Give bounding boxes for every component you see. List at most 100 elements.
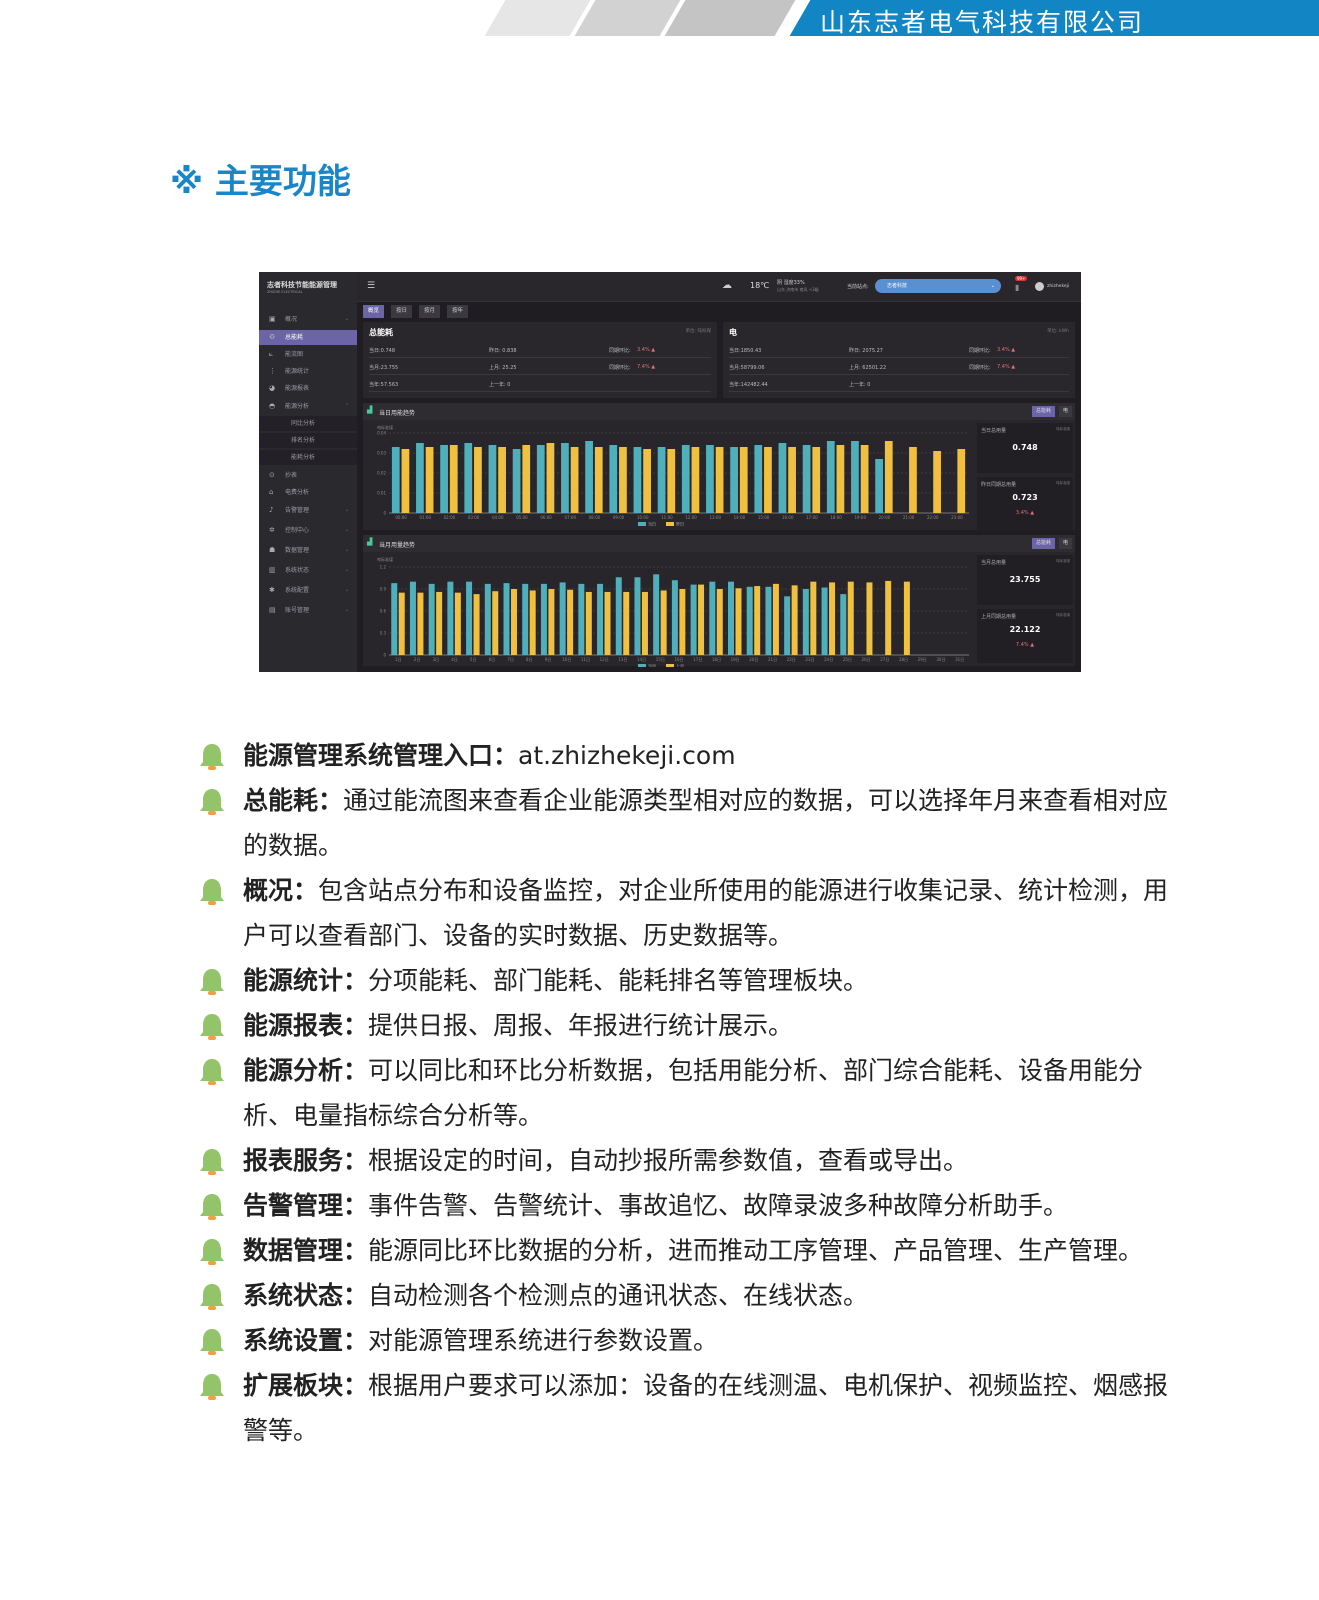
stat-label: 当月总用量 bbox=[981, 560, 1007, 566]
sidebar-item-label: 同比分析 bbox=[291, 420, 316, 427]
chevron-icon: ⌄ bbox=[344, 316, 349, 322]
feature-term: 能源报表： bbox=[243, 1011, 369, 1040]
electricity-button[interactable]: 电 bbox=[1058, 406, 1072, 417]
menu-toggle-icon[interactable]: ☰ bbox=[367, 281, 376, 291]
bar-上月 bbox=[454, 592, 461, 655]
x-tick-label: 8日 bbox=[526, 657, 533, 662]
bar-当月 bbox=[746, 586, 753, 655]
tab-1[interactable]: 按日 bbox=[391, 305, 413, 318]
sidebar-item[interactable]: ▣ 概况 ⌄ bbox=[259, 312, 357, 327]
bar-当月 bbox=[728, 581, 735, 655]
sidebar-item-label: 系统配置 bbox=[285, 587, 310, 594]
tab-0[interactable]: 概览 bbox=[363, 305, 385, 318]
chart-panel: ▟ 当日用能趋势 总能耗电当日总用量 吨标准煤 0.748 昨日同期总用量 吨标准煤 0.72… bbox=[363, 403, 1075, 531]
bell-icon bbox=[200, 1329, 224, 1355]
feature-term: 能源管理系统管理入口： bbox=[243, 741, 519, 770]
notification-badge: 99+ bbox=[1015, 276, 1028, 281]
card-value: 当日:1850.43 bbox=[729, 348, 762, 354]
bar-当月 bbox=[409, 581, 416, 655]
x-tick-label: 21日 bbox=[768, 657, 777, 662]
sidebar-item[interactable]: ♪ 告警管理 ⌄ bbox=[259, 503, 357, 518]
total-energy-button[interactable]: 总能耗 bbox=[1031, 538, 1055, 549]
sidebar-item[interactable]: ▤ 账号管理 ⌄ bbox=[259, 603, 357, 618]
bell-icon bbox=[200, 969, 224, 995]
bar-当日 bbox=[875, 459, 883, 513]
y-tick-label: 0.9 bbox=[380, 587, 387, 592]
sidebar-item[interactable]: 能耗分析 bbox=[259, 450, 357, 465]
bar-上月 bbox=[791, 585, 798, 655]
tab-3[interactable]: 按年 bbox=[447, 305, 469, 318]
x-tick-label: 4日 bbox=[451, 657, 458, 662]
x-tick-label: 23:00 bbox=[951, 515, 963, 520]
x-tick-label: 20日 bbox=[749, 657, 758, 662]
bar-当月 bbox=[840, 594, 847, 655]
x-tick-label: 10日 bbox=[562, 657, 571, 662]
sidebar-item[interactable]: ♻ 总能耗 bbox=[259, 330, 357, 345]
bar-当月 bbox=[821, 587, 828, 655]
stat-value: 0.723 bbox=[1012, 493, 1038, 502]
username[interactable]: zhizhekeji bbox=[1047, 284, 1070, 289]
legend-swatch bbox=[638, 664, 646, 667]
card-value: 7.4% ▲ bbox=[637, 364, 656, 370]
sidebar-item-label: 排名分析 bbox=[291, 437, 316, 444]
sidebar-icon: ⊙ bbox=[269, 471, 275, 479]
sidebar-item[interactable]: ◓ 能源分析 ⌃ bbox=[259, 399, 357, 414]
chart-trend-icon: ▟ bbox=[367, 538, 373, 546]
feature-text: 根据设定的时间，自动抄报所需参数值，查看或导出。 bbox=[368, 1146, 969, 1175]
sidebar-item-label: 控制中心 bbox=[285, 527, 310, 534]
bar-昨日 bbox=[498, 447, 506, 513]
feature-item: 能源管理系统管理入口：at.zhizhekeji.com bbox=[198, 733, 1178, 778]
electricity-button[interactable]: 电 bbox=[1058, 538, 1072, 549]
bar-当月 bbox=[522, 583, 529, 655]
sidebar-item[interactable]: ⋮ 能源统计 bbox=[259, 364, 357, 379]
card-value: 当年:57.563 bbox=[369, 382, 399, 388]
stat-change: 3.4% ▲ bbox=[1015, 510, 1035, 516]
sidebar-item[interactable]: 排名分析 bbox=[259, 433, 357, 448]
total-energy-button[interactable]: 总能耗 bbox=[1031, 406, 1055, 417]
x-tick-label: 3日 bbox=[433, 657, 440, 662]
bar-当日 bbox=[802, 445, 811, 513]
company-name: 山东志者电气科技有限公司 bbox=[820, 8, 1145, 37]
x-tick-label: 14:00 bbox=[734, 515, 746, 520]
x-tick-label: 27日 bbox=[880, 657, 889, 662]
stat-label: 昨日同期总用量 bbox=[981, 482, 1017, 488]
feature-text: 提供日报、周报、年报进行统计展示。 bbox=[368, 1011, 794, 1040]
sidebar-item[interactable]: ☗ 数据管理 ⌄ bbox=[259, 543, 357, 558]
station-select[interactable]: 志者科技 ⌄ bbox=[875, 279, 1001, 293]
x-tick-label: 30日 bbox=[936, 657, 945, 662]
feature-text: 分项能耗、部门能耗、能耗排名等管理板块。 bbox=[368, 966, 869, 995]
sidebar-item[interactable]: ⟀ 能流图 bbox=[259, 347, 357, 362]
y-axis-label: 吨标准煤 bbox=[377, 425, 393, 430]
feature-text[interactable]: at.zhizhekeji.com bbox=[518, 741, 736, 770]
bar-当日 bbox=[730, 447, 738, 513]
sidebar-item-label: 总能耗 bbox=[285, 334, 304, 341]
bar-当日 bbox=[488, 445, 497, 513]
feature-term: 系统状态： bbox=[243, 1281, 369, 1310]
sidebar-item[interactable]: ▥ 系统状态 ⌄ bbox=[259, 563, 357, 578]
logo: 志者科技节能能源管理 ZHIZHE ELECTRICAL bbox=[267, 281, 337, 294]
avatar[interactable] bbox=[1035, 282, 1044, 291]
sidebar-item[interactable]: ⊙ 抄表 bbox=[259, 468, 357, 483]
bar-昨日 bbox=[691, 447, 700, 513]
sidebar-item[interactable]: ✲ 控制中心 ⌄ bbox=[259, 523, 357, 538]
bar-当日 bbox=[391, 447, 400, 513]
feature-text: 自动检测各个检测点的通讯状态、在线状态。 bbox=[368, 1281, 869, 1310]
bell-icon[interactable]: ▮ bbox=[1015, 283, 1020, 292]
bar-昨日 bbox=[425, 447, 434, 513]
tab-2[interactable]: 按月 bbox=[419, 305, 441, 318]
sidebar-icon: ◕ bbox=[269, 384, 276, 392]
sidebar-item[interactable]: 同比分析 bbox=[259, 416, 357, 431]
bar-上月 bbox=[772, 583, 779, 655]
feature-item: 能源统计：分项能耗、部门能耗、能耗排名等管理板块。 bbox=[198, 958, 1178, 1003]
feature-list: 能源管理系统管理入口：at.zhizhekeji.com 总能耗：通过能流图来查看… bbox=[198, 733, 1178, 1453]
sidebar-item[interactable]: ✱ 系统配置 ⌄ bbox=[259, 583, 357, 598]
feature-text: 可以同比和环比分析数据，包括用能分析、部门综合能耗、设备用能分析、电量指标综合分… bbox=[243, 1056, 1144, 1130]
bar-昨日 bbox=[933, 451, 941, 513]
bar-当日 bbox=[512, 449, 521, 513]
sidebar-item[interactable]: ⌂ 电费分析 bbox=[259, 485, 357, 500]
bar-上月 bbox=[604, 591, 611, 655]
sidebar-item[interactable]: ◕ 能源报表 bbox=[259, 381, 357, 396]
feature-item: 能源分析：可以同比和环比分析数据，包括用能分析、部门综合能耗、设备用能分析、电量… bbox=[198, 1048, 1178, 1138]
panel-title: 当月用量趋势 bbox=[379, 542, 416, 549]
bell-icon bbox=[200, 744, 224, 770]
